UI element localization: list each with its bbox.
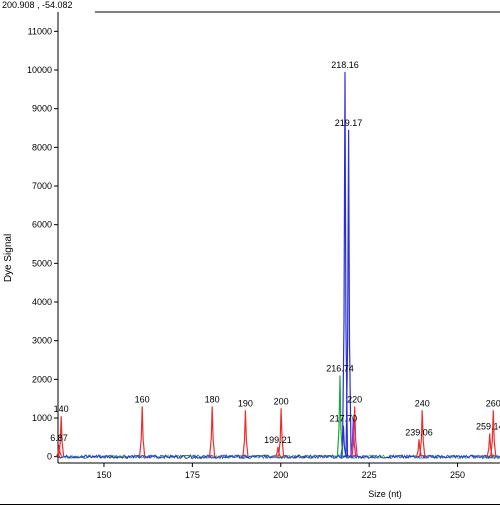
y-tick-label: 0 xyxy=(47,452,52,462)
peak-label: 259.14 xyxy=(476,421,500,431)
peak-label: 200 xyxy=(274,396,289,406)
y-tick-label: 7000 xyxy=(32,181,52,191)
x-tick-label: 150 xyxy=(96,470,111,480)
peak-red xyxy=(55,445,63,457)
x-tick-label: 200 xyxy=(273,470,288,480)
peak-label: 6.87 xyxy=(50,433,68,443)
y-tick-label: 3000 xyxy=(32,336,52,346)
peak-label: 218.16 xyxy=(331,60,359,70)
peak-label: 219.17 xyxy=(335,118,363,128)
y-tick-label: 1000 xyxy=(32,413,52,423)
peak-label: 190 xyxy=(238,398,253,408)
y-tick-label: 5000 xyxy=(32,258,52,268)
peak-red xyxy=(415,439,423,457)
y-tick-label: 8000 xyxy=(32,142,52,152)
y-axis-title: Dye Signal xyxy=(3,234,14,282)
peak-green xyxy=(336,375,344,457)
y-tick-label: 11000 xyxy=(28,26,52,36)
y-tick-label: 6000 xyxy=(32,220,52,230)
baseline-noise-blue xyxy=(57,454,500,460)
peak-label: 180 xyxy=(205,394,220,404)
peak-label: 216.74 xyxy=(326,363,354,373)
cursor-readout: 200.908 , -54.082 xyxy=(2,0,73,10)
x-axis-title: Size (nt) xyxy=(368,489,402,499)
peak-label: 220 xyxy=(347,394,362,404)
peak-red xyxy=(209,406,216,457)
peak-label: 239.06 xyxy=(405,427,433,437)
peak-red xyxy=(351,406,358,457)
peak-red xyxy=(419,410,426,457)
peak-label: 260 xyxy=(486,398,500,408)
y-tick-label: 9000 xyxy=(32,104,52,114)
peak-red xyxy=(139,406,146,457)
x-tick-label: 250 xyxy=(450,470,465,480)
peak-label: 140 xyxy=(54,404,69,414)
peak-red xyxy=(242,410,249,457)
peak-red xyxy=(486,433,493,457)
traces xyxy=(55,71,500,460)
peak-label: 199.21 xyxy=(264,435,292,445)
y-tick-label: 2000 xyxy=(32,374,52,384)
x-tick-label: 175 xyxy=(185,470,200,480)
peak-purple xyxy=(350,417,357,457)
peak-label: 217.70 xyxy=(330,414,358,424)
peak-blue xyxy=(341,71,349,457)
axes: 0 1000 2000 3000 4000 5000 6000 7000 8000 9000 100… xyxy=(27,11,500,480)
peak-labels: 140 6.87 160 180 190 200 199.21 220 240 239.06 260… xyxy=(50,60,500,445)
y-tick-label: 4000 xyxy=(32,297,52,307)
peak-label: 240 xyxy=(415,398,430,408)
peak-label: 160 xyxy=(135,394,150,404)
peak-red xyxy=(490,410,497,457)
peak-blue xyxy=(345,129,352,457)
x-tick-label: 225 xyxy=(362,470,377,480)
peak-red xyxy=(278,408,285,457)
peak-red xyxy=(274,446,282,457)
y-tick-label: 10000 xyxy=(27,65,52,75)
